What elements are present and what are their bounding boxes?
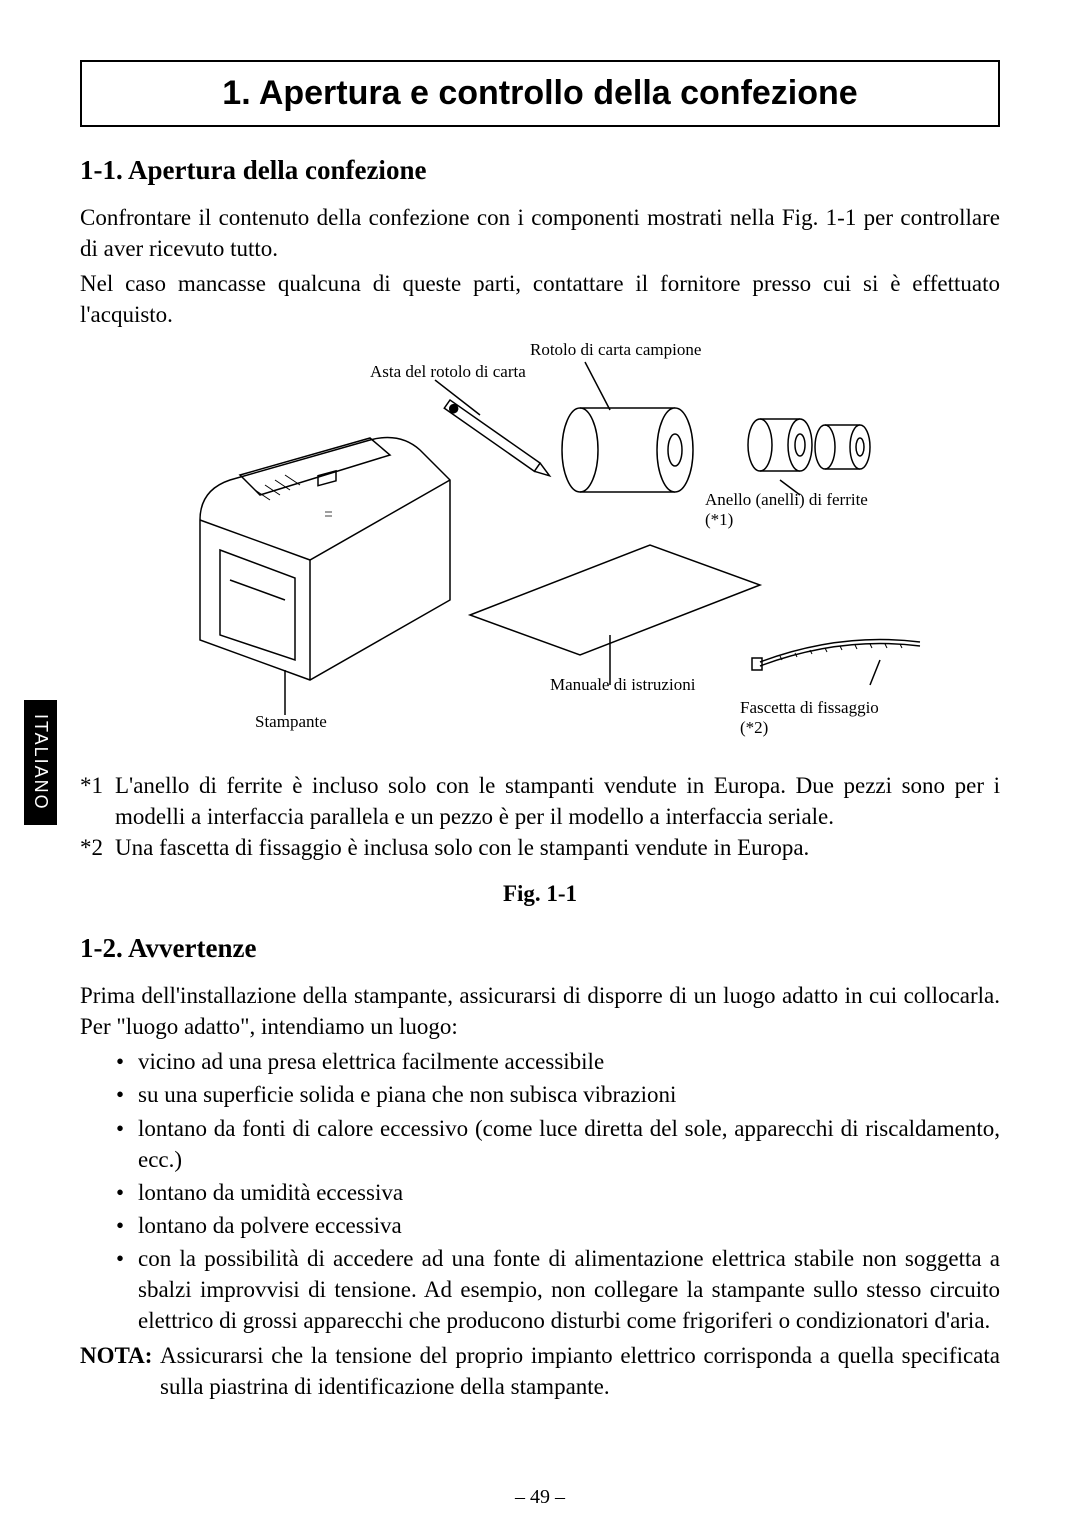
label-paper-roll-shaft: Asta del rotolo di carta (370, 362, 526, 382)
footnote-2-tag: *2 (80, 832, 115, 863)
label-printer: Stampante (255, 712, 327, 732)
footnote-2-text: Una fascetta di fissaggio è inclusa solo… (115, 832, 1000, 863)
language-tab: ITALIANO (24, 700, 57, 825)
label-fastener: Fascetta di fissaggio (740, 698, 879, 718)
bullet-item: vicino ad una presa elettrica facilmente… (116, 1046, 1000, 1077)
label-ferrite: Anello (anelli) di ferrite (705, 490, 868, 510)
bullet-item: lontano da umidità eccessiva (116, 1177, 1000, 1208)
bullet-item: lontano da polvere eccessiva (116, 1210, 1000, 1241)
figure-caption: Fig. 1-1 (80, 881, 1000, 907)
chapter-title: 1. Apertura e controllo della confezione (102, 74, 978, 113)
figure-1-1: Asta del rotolo di carta Rotolo di carta… (80, 340, 1000, 770)
section-1-1-para2: Nel caso mancasse qualcuna di queste par… (80, 268, 1000, 330)
section-1-1-para1: Confrontare il contenuto della confezion… (80, 202, 1000, 264)
bullet-item: su una superficie solida e piana che non… (116, 1079, 1000, 1110)
label-manual: Manuale di istruzioni (550, 675, 695, 695)
bullet-item: lontano da fonti di calore eccessivo (co… (116, 1113, 1000, 1175)
label-ferrite-star: (*1) (705, 510, 733, 530)
label-fastener-star: (*2) (740, 718, 768, 738)
nota-block: NOTA: Assicurarsi che la tensione del pr… (80, 1340, 1000, 1402)
bullet-item: con la possibilità di accedere ad una fo… (116, 1243, 1000, 1336)
chapter-title-box: 1. Apertura e controllo della confezione (80, 60, 1000, 127)
nota-text: Assicurarsi che la tensione del proprio … (160, 1340, 1000, 1402)
label-sample-roll: Rotolo di carta campione (530, 340, 701, 360)
bullets-list: vicino ad una presa elettrica facilmente… (80, 1046, 1000, 1335)
footnote-1-tag: *1 (80, 770, 115, 832)
footnote-1-text: L'anello di ferrite è incluso solo con l… (115, 770, 1000, 832)
footnote-1: *1 L'anello di ferrite è incluso solo co… (80, 770, 1000, 832)
section-1-2-heading: 1-2. Avvertenze (80, 933, 1000, 964)
footnote-2: *2 Una fascetta di fissaggio è inclusa s… (80, 832, 1000, 863)
section-1-2-para: Prima dell'installazione della stampante… (80, 980, 1000, 1042)
page-number: – 49 – (0, 1486, 1080, 1509)
nota-label: NOTA: (80, 1340, 160, 1402)
section-1-1-heading: 1-1. Apertura della confezione (80, 155, 1000, 186)
